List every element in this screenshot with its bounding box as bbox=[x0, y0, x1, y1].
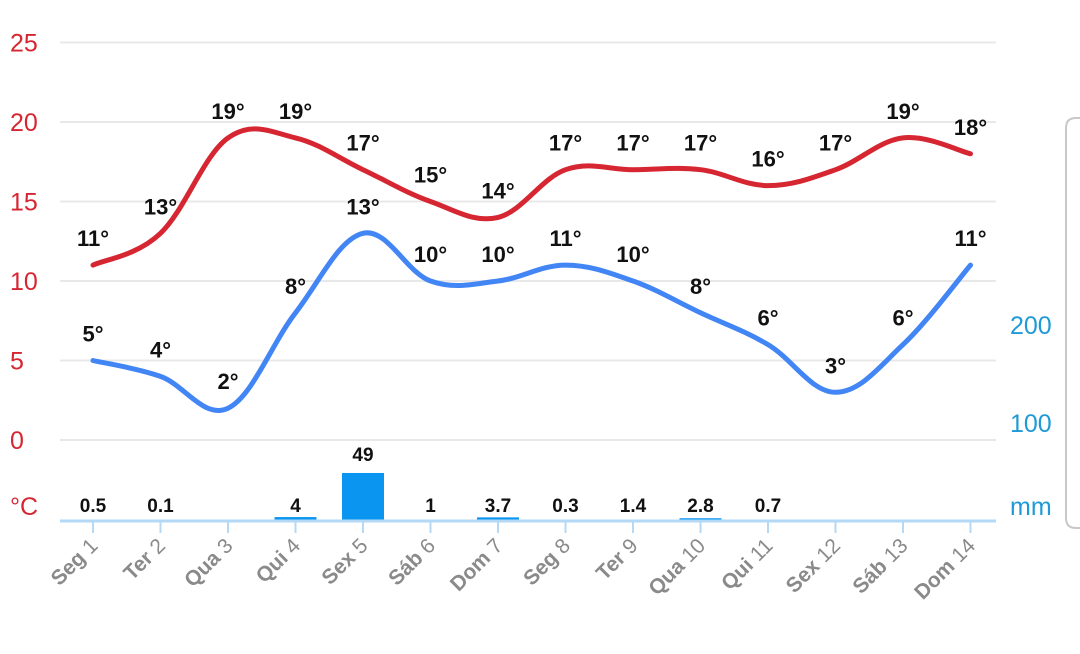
precip-value-label: 1 bbox=[425, 496, 436, 517]
max-temp-label: 17° bbox=[616, 131, 649, 156]
y-left-tick-label: 5 bbox=[10, 348, 24, 376]
x-tick-label: Seg 1 bbox=[47, 534, 103, 590]
scroll-indicator[interactable] bbox=[1065, 117, 1080, 529]
max-temp-label: 13° bbox=[144, 194, 177, 219]
max-temp-label: 17° bbox=[819, 131, 852, 156]
x-tick-label: Qui 11 bbox=[717, 534, 778, 595]
data-labels: 0.5 0.1 4 49 1 3.7 0.3 1.4 2.8 0.7 11° 13° 19° 19° 17°… bbox=[77, 99, 987, 517]
min-temp-label: 3° bbox=[825, 353, 846, 378]
min-temp-line bbox=[90, 230, 973, 413]
x-tick-label: Dom 7 bbox=[446, 534, 508, 596]
precip-value-label: 49 bbox=[352, 445, 373, 466]
min-temp-label: 10° bbox=[414, 242, 447, 267]
max-temp-label: 17° bbox=[346, 131, 379, 156]
max-temp-label: 14° bbox=[481, 178, 514, 203]
x-tick-label: Sex 12 bbox=[782, 534, 845, 597]
x-tick-label: Qui 4 bbox=[252, 534, 306, 588]
min-temp-label: 5° bbox=[82, 322, 103, 347]
precip-value-label: 0.3 bbox=[552, 496, 578, 517]
y-left-tick-label: 10 bbox=[10, 268, 38, 296]
min-temp-label: 10° bbox=[616, 242, 649, 267]
x-tick-label: Qua 3 bbox=[180, 534, 238, 592]
gridlines bbox=[60, 41, 996, 441]
y-left-tick-label: 15 bbox=[10, 189, 38, 217]
precip-bar bbox=[274, 517, 317, 521]
max-temp-label: 19° bbox=[886, 99, 919, 124]
y-left-tick-label: 0 bbox=[10, 427, 24, 455]
min-temp-label: 11° bbox=[954, 226, 986, 251]
y-right-tick-label: 200 bbox=[1010, 312, 1052, 340]
y-right-tick-label: 100 bbox=[1010, 410, 1052, 438]
x-tick-label: Ter 2 bbox=[119, 534, 170, 585]
max-temp-label: 17° bbox=[684, 131, 717, 156]
min-temp-label: 8° bbox=[285, 274, 306, 299]
y-left-unit-label: °C bbox=[10, 493, 38, 521]
x-tick-label: Sáb 6 bbox=[384, 534, 440, 590]
max-temp-label: 18° bbox=[954, 115, 987, 140]
min-temp-label: 13° bbox=[346, 194, 379, 219]
x-tick-label: Sáb 13 bbox=[848, 534, 912, 598]
y-left-tick-label: 25 bbox=[10, 30, 38, 58]
x-tick-label: Seg 8 bbox=[519, 534, 575, 590]
precip-bar bbox=[342, 472, 384, 521]
min-temp-label: 4° bbox=[150, 337, 171, 362]
max-temp-label: 17° bbox=[549, 131, 582, 156]
y-left-tick-label: 20 bbox=[10, 109, 38, 137]
precip-value-label: 0.1 bbox=[147, 496, 174, 517]
x-tick-label: Sex 5 bbox=[317, 534, 372, 589]
max-temp-label: 19° bbox=[279, 99, 312, 124]
precip-value-label: 4 bbox=[290, 496, 301, 517]
max-temp-line bbox=[90, 126, 973, 268]
x-tick-label: Dom 14 bbox=[910, 534, 980, 604]
x-tick-label: Ter 9 bbox=[592, 534, 643, 585]
min-temp-label: 11° bbox=[549, 226, 581, 251]
precip-value-label: 0.5 bbox=[80, 496, 107, 517]
precip-value-label: 0.7 bbox=[755, 496, 781, 517]
precip-value-label: 3.7 bbox=[485, 496, 511, 517]
precip-bar bbox=[477, 517, 519, 521]
min-temp-label: 2° bbox=[217, 369, 238, 394]
y-right-unit-label: mm bbox=[1010, 493, 1052, 521]
max-temp-label: 19° bbox=[211, 99, 244, 124]
precip-value-label: 2.8 bbox=[687, 496, 713, 517]
min-temp-label: 8° bbox=[690, 274, 711, 299]
max-temp-label: 16° bbox=[751, 147, 784, 172]
min-temp-label: 10° bbox=[481, 242, 514, 267]
x-tick-label: Qua 10 bbox=[644, 534, 710, 600]
min-temp-label: 6° bbox=[757, 306, 778, 331]
max-temp-label: 11° bbox=[77, 226, 109, 251]
min-temp-label: 6° bbox=[892, 306, 913, 331]
precip-value-label: 1.4 bbox=[620, 496, 647, 517]
max-temp-label: 15° bbox=[414, 163, 447, 188]
temperature-lines bbox=[90, 126, 973, 413]
